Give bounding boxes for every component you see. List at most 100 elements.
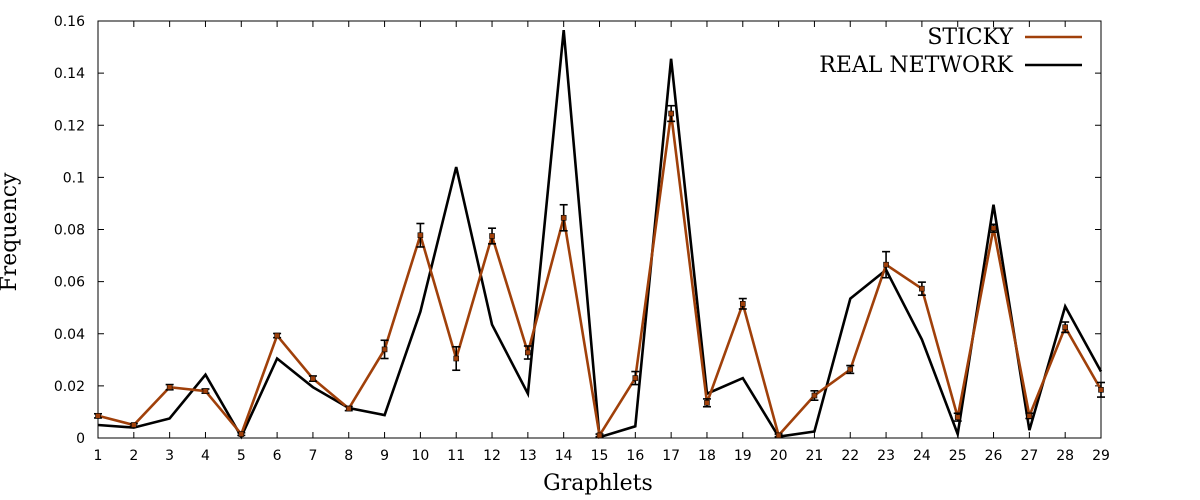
x-tick-label: 9 (380, 448, 389, 464)
data-point (274, 332, 280, 339)
error-bar (667, 104, 676, 123)
data-point (954, 414, 961, 420)
x-tick-label: 5 (237, 448, 246, 464)
y-tick-label: 0.12 (54, 118, 85, 134)
data-point (704, 400, 710, 406)
error-bar (1061, 321, 1070, 334)
x-tick-label: 27 (1020, 448, 1038, 464)
data-point (95, 413, 101, 419)
x-tick-label: 15 (591, 448, 609, 464)
data-point (847, 366, 854, 373)
x-tick-label: 3 (165, 448, 174, 464)
y-tick-label: 0.04 (54, 327, 85, 343)
series-sticky (94, 104, 1105, 440)
data-point (238, 431, 245, 437)
data-point (453, 355, 460, 362)
data-point (883, 261, 889, 268)
y-tick-label: 0.1 (63, 170, 85, 186)
error-bar (523, 345, 532, 360)
data-point (489, 233, 495, 239)
legend-label: REAL NETWORK (819, 53, 1013, 78)
error-bar (94, 412, 102, 419)
data-point (310, 375, 316, 382)
error-bar (953, 412, 962, 422)
plot-frame (97, 20, 1102, 439)
x-tick-label: 14 (555, 448, 573, 464)
x-tick-label: 2 (129, 448, 138, 464)
error-bar (380, 339, 389, 360)
y-tick-label: 0.06 (54, 275, 85, 291)
error-bar (631, 370, 640, 386)
x-tick-label: 19 (734, 448, 752, 464)
ticks: 00.020.040.060.080.10.120.140.161 2 3 4 5 6 7 8… (54, 14, 1110, 464)
data-point (739, 300, 746, 307)
error-bar (810, 390, 819, 402)
x-tick-label: 16 (626, 448, 644, 464)
x-tick-label: 26 (985, 448, 1003, 464)
y-axis-title: Frequency (0, 172, 22, 292)
data-point (202, 388, 209, 394)
series-line (97, 113, 1103, 440)
error-bar (237, 431, 246, 437)
error-bar (1097, 381, 1105, 398)
legend-entry: STICKY (927, 25, 1082, 50)
y-tick-label: 0.02 (54, 379, 85, 395)
x-tick-label: 10 (411, 448, 429, 464)
x-tick-label: 25 (949, 448, 967, 464)
data-point (131, 422, 137, 428)
data-point (990, 225, 997, 231)
data-point (811, 392, 818, 399)
error-bar (595, 432, 604, 439)
error-bar (882, 250, 891, 279)
x-tick-label: 22 (841, 448, 859, 464)
data-point (668, 110, 674, 117)
legend: STICKY REAL NETWORK (819, 25, 1082, 78)
series-line (97, 29, 1103, 440)
error-bar (917, 281, 926, 296)
data-point (381, 346, 388, 353)
error-bar (273, 332, 282, 339)
data-point (560, 214, 567, 221)
x-tick-label: 8 (344, 448, 353, 464)
error-bar (488, 227, 497, 245)
axes (97, 20, 1102, 439)
legend-label: STICKY (927, 25, 1013, 50)
error-bar (1025, 412, 1034, 420)
x-tick-label: 24 (913, 448, 931, 464)
x-tick-label: 21 (806, 448, 824, 464)
legend-entry: REAL NETWORK (819, 53, 1082, 78)
y-tick-label: 0 (76, 431, 85, 447)
data-point (1062, 324, 1068, 331)
x-tick-label: 29 (1092, 448, 1110, 464)
error-bar (308, 375, 317, 382)
x-tick-label: 6 (273, 448, 282, 464)
x-tick-label: 13 (519, 448, 537, 464)
error-bar (344, 405, 353, 412)
error-bar (738, 297, 747, 310)
error-bar (416, 222, 425, 248)
error-bar (702, 398, 711, 408)
x-tick-label: 18 (698, 448, 716, 464)
error-bar (165, 383, 174, 391)
x-tick-label: 28 (1056, 448, 1074, 464)
y-tick-label: 0.16 (54, 14, 85, 30)
data-point (166, 384, 173, 390)
series (94, 29, 1105, 440)
data-point (775, 432, 782, 439)
data-point (596, 432, 603, 439)
error-bar (201, 388, 210, 394)
error-bar (846, 364, 855, 375)
y-tick-label: 0.08 (54, 223, 85, 239)
data-point (1026, 413, 1033, 419)
x-tick-label: 23 (877, 448, 895, 464)
error-bar (129, 422, 138, 428)
error-bar (559, 203, 568, 232)
x-tick-label: 12 (483, 448, 501, 464)
x-tick-label: 11 (447, 448, 465, 464)
x-tick-label: 7 (308, 448, 317, 464)
data-point (1098, 386, 1104, 393)
x-tick-label: 17 (662, 448, 680, 464)
data-point (632, 375, 639, 381)
x-tick-label: 20 (770, 448, 788, 464)
